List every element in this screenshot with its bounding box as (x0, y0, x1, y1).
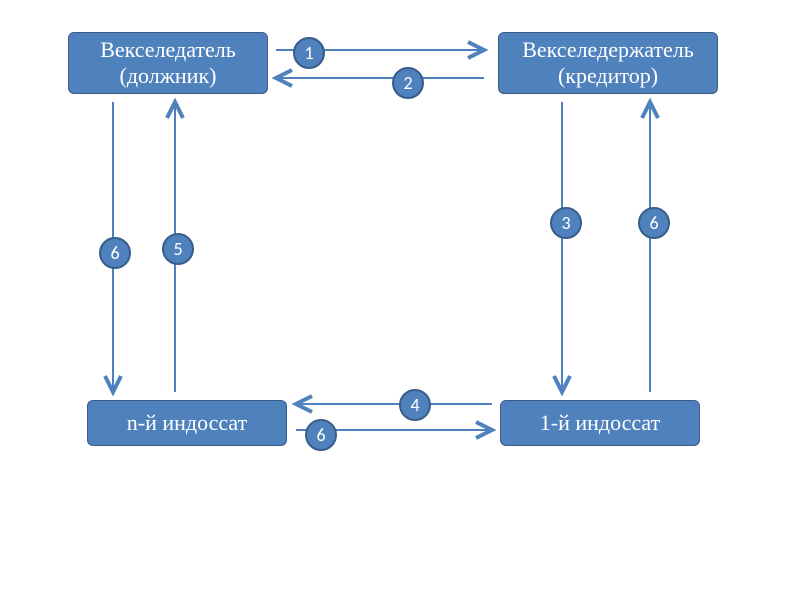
badge-label: 3 (561, 212, 570, 234)
node-holder: Векселедержатель(кредитор) (498, 32, 718, 94)
badge-b4: 4 (399, 389, 431, 421)
badge-b2: 2 (392, 67, 424, 99)
badge-b6b: 6 (305, 419, 337, 451)
node-endorsee-1: 1-й индоссат (500, 400, 700, 446)
node-endorsee-n-label: n-й индоссат (127, 410, 248, 436)
badge-b6l: 6 (99, 237, 131, 269)
badge-label: 4 (410, 394, 419, 416)
node-endorsee-n: n-й индоссат (87, 400, 287, 446)
badge-b3: 3 (550, 207, 582, 239)
badge-label: 1 (304, 42, 313, 64)
badge-b1: 1 (293, 37, 325, 69)
badge-label: 6 (316, 424, 325, 446)
node-issuer-label: Векселедатель(должник) (100, 37, 236, 90)
badge-label: 6 (649, 212, 658, 234)
node-holder-label: Векселедержатель(кредитор) (522, 37, 694, 90)
badge-label: 5 (173, 238, 182, 260)
node-endorsee-1-label: 1-й индоссат (540, 410, 661, 436)
badge-b5: 5 (162, 233, 194, 265)
node-issuer: Векселедатель(должник) (68, 32, 268, 94)
badge-label: 2 (403, 72, 412, 94)
badge-label: 6 (110, 242, 119, 264)
badge-b6r: 6 (638, 207, 670, 239)
